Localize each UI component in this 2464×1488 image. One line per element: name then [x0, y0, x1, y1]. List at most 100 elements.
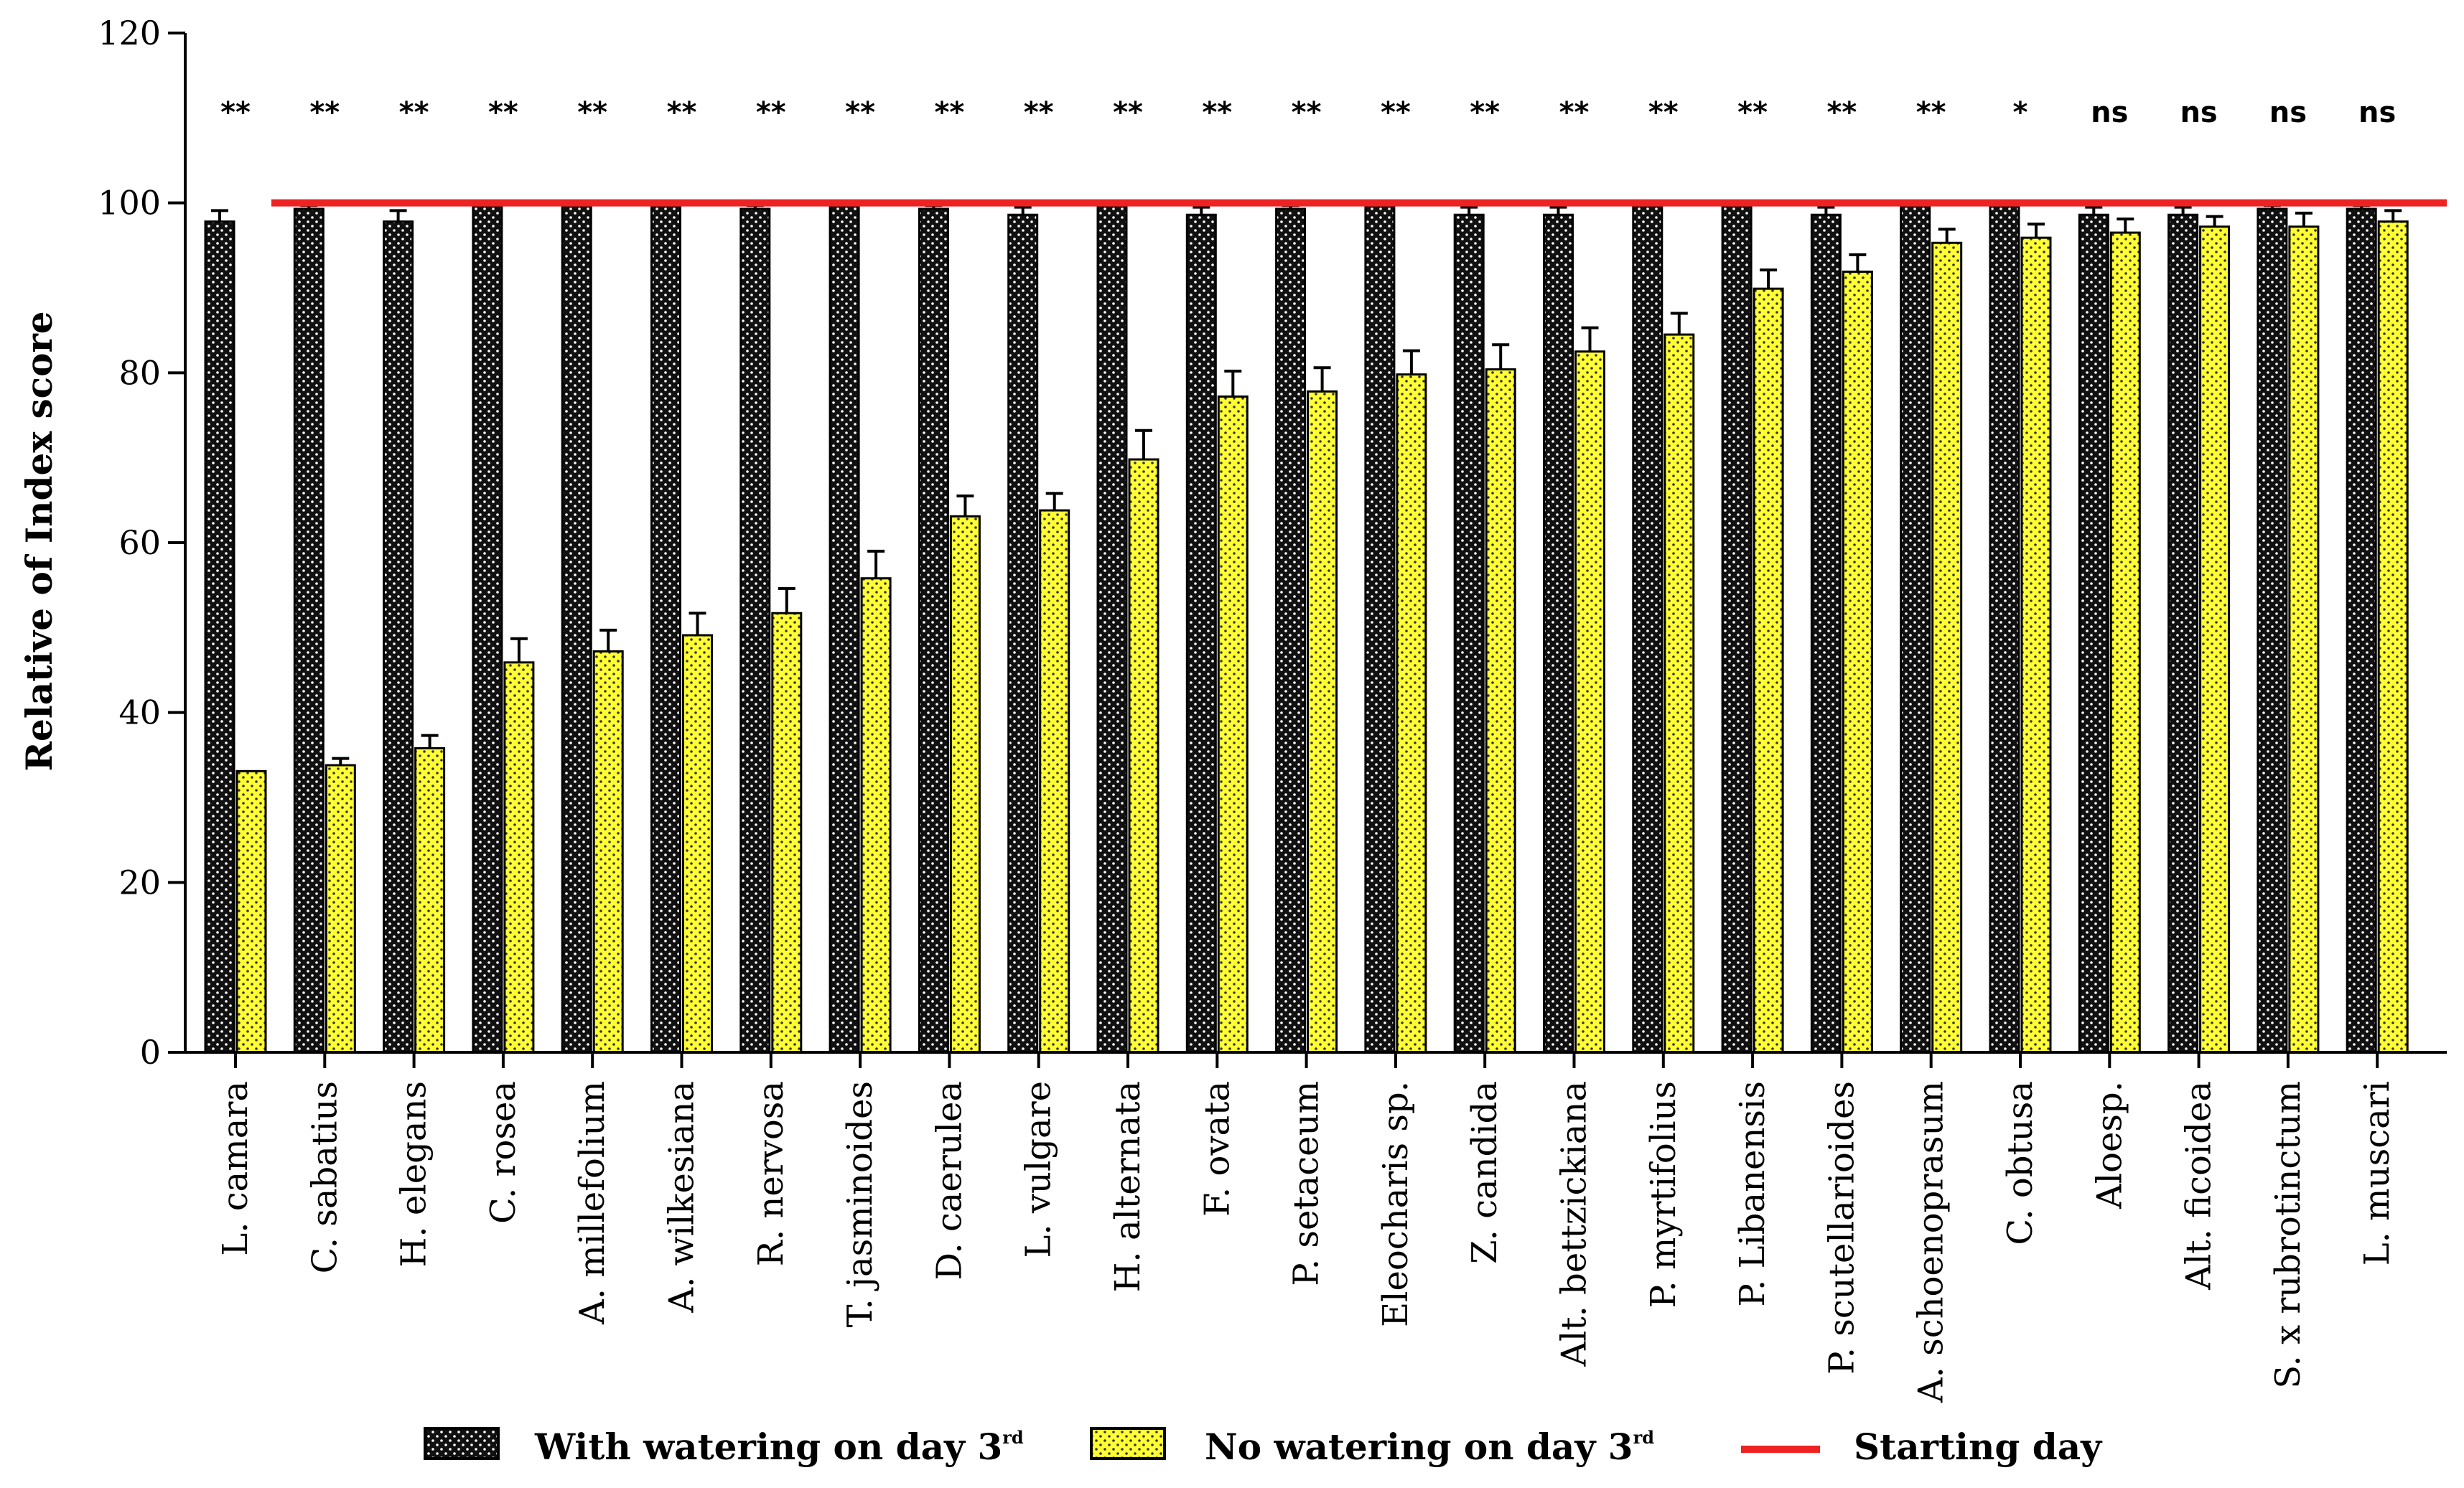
x-tick-label: H. elegans — [394, 1081, 434, 1267]
x-tick-label: C. sabatius — [304, 1081, 345, 1273]
x-tick-label: P. scutellarioides — [1821, 1081, 1862, 1375]
legend-swatch-watering — [424, 1427, 500, 1460]
significance-label: ** — [845, 96, 875, 129]
significance-label: ** — [1559, 96, 1590, 129]
significance-label: ** — [309, 96, 340, 129]
bar-no-watering — [325, 764, 356, 1054]
legend: With watering on day 3rd No watering on … — [424, 1426, 2103, 1468]
bar-no-watering — [1753, 287, 1784, 1054]
legend-label-no-watering: No watering on day 3rd — [1205, 1426, 1654, 1468]
bar-with-watering — [1275, 207, 1307, 1054]
error-bars — [211, 201, 2402, 766]
bar-with-watering — [2167, 213, 2199, 1054]
bar-no-watering — [1396, 373, 1427, 1054]
significance-label: ns — [2180, 96, 2217, 129]
x-tick-label: T. jasminoides — [840, 1081, 880, 1327]
bar-no-watering — [503, 661, 535, 1054]
x-tick-label: P. Libanensis — [1732, 1081, 1773, 1307]
significance-label: ** — [488, 96, 518, 129]
bar-no-watering — [949, 515, 981, 1054]
significance-label: ** — [667, 96, 697, 129]
significance-label: ** — [1113, 96, 1143, 129]
bar-no-watering — [1128, 458, 1159, 1054]
bar-no-watering — [771, 612, 803, 1054]
legend-label-starting-day: Starting day — [1854, 1426, 2103, 1468]
x-tick-label: Aloesp. — [2089, 1081, 2129, 1209]
x-tick-label: Alt. ficoidea — [2179, 1081, 2219, 1291]
bar-with-watering — [1543, 213, 1574, 1054]
bar-with-watering — [293, 207, 325, 1054]
significance-label: ** — [1737, 96, 1768, 129]
bar-no-watering — [2109, 231, 2141, 1054]
y-tick-label: 60 — [118, 523, 161, 562]
bar-no-watering — [1039, 509, 1070, 1054]
legend-label-watering: With watering on day 3rd — [534, 1426, 1024, 1468]
x-tick-label: C. obtusa — [2000, 1081, 2040, 1245]
bar-with-watering — [829, 203, 860, 1054]
x-tick-label: L. camara — [215, 1081, 256, 1256]
bar-no-watering — [1217, 395, 1249, 1054]
bars — [204, 203, 2409, 1054]
x-tick-label: P. myrtifolius — [1643, 1081, 1684, 1308]
bar-with-watering — [1810, 213, 1842, 1054]
bar-with-watering — [1007, 213, 1039, 1054]
bar-no-watering — [1663, 333, 1695, 1054]
y-tick-label: 120 — [98, 14, 161, 52]
significance-label: ** — [1648, 96, 1679, 129]
bar-no-watering — [1485, 368, 1516, 1054]
x-tick-label: L. vulgare — [1019, 1081, 1059, 1258]
bar-with-watering — [2257, 207, 2288, 1054]
x-tick-label: H. alternata — [1108, 1081, 1148, 1292]
bar-no-watering — [1931, 241, 1963, 1054]
x-tick-label: Z. candida — [1465, 1081, 1505, 1264]
bar-with-watering — [918, 207, 949, 1054]
x-tick-label: A. millefolium — [572, 1081, 612, 1325]
y-tick-label: 100 — [98, 184, 161, 223]
x-tick-label: L. muscari — [2357, 1081, 2397, 1265]
bar-no-watering — [2020, 236, 2052, 1054]
bar-no-watering — [682, 634, 713, 1054]
significance-label: ** — [1202, 96, 1232, 129]
significance-label: ** — [934, 96, 964, 129]
x-tick-label: F. ovata — [1197, 1081, 1237, 1217]
bar-no-watering — [2288, 225, 2320, 1054]
significance-label: ** — [577, 96, 607, 129]
bar-with-watering — [1721, 203, 1753, 1054]
significance-label: ** — [1381, 96, 1411, 129]
bar-no-watering — [2377, 220, 2409, 1054]
bar-no-watering — [860, 577, 892, 1054]
y-tick-label: 0 — [140, 1033, 161, 1072]
significance-label: ** — [220, 96, 251, 129]
significance-label: ns — [2091, 96, 2128, 129]
x-tick-label: Eleocharis sp. — [1376, 1081, 1416, 1327]
bar-with-watering — [383, 220, 414, 1054]
bar-no-watering — [592, 650, 624, 1054]
y-axis: 0 20 40 60 80 100 120 — [98, 14, 187, 1072]
significance-label: * — [2013, 96, 2028, 129]
x-tick-label: Alt. bettzickiana — [1554, 1081, 1595, 1367]
significance-label: ns — [2358, 96, 2396, 129]
bar-with-watering — [650, 203, 681, 1054]
x-tick-label: A. wilkesiana — [662, 1081, 702, 1314]
bar-with-watering — [2078, 213, 2109, 1054]
y-tick-label: 20 — [118, 863, 161, 902]
bar-with-watering — [2346, 207, 2377, 1054]
x-tick-label: D. caerulea — [929, 1081, 969, 1280]
significance-label: ** — [1470, 96, 1500, 129]
significance-label: ** — [756, 96, 786, 129]
significance-label: ** — [399, 96, 429, 129]
significance-labels: ** ** ** ** ** ** ** ** ** ** ** ** ** ** ** ** ** ** ** **… — [220, 96, 2396, 129]
bar-with-watering — [1632, 203, 1663, 1054]
significance-label: ** — [1024, 96, 1054, 129]
bar-no-watering — [414, 747, 446, 1054]
significance-label: ** — [1826, 96, 1857, 129]
significance-label: ** — [1916, 96, 1946, 129]
bar-with-watering — [1096, 203, 1128, 1054]
bar-with-watering — [1900, 203, 1931, 1054]
bar-with-watering — [1989, 203, 2020, 1054]
bar-with-watering — [1364, 203, 1396, 1054]
bar-with-watering — [739, 207, 771, 1054]
y-tick-label: 80 — [118, 353, 161, 392]
x-tick-label: P. setaceum — [1287, 1081, 1327, 1286]
